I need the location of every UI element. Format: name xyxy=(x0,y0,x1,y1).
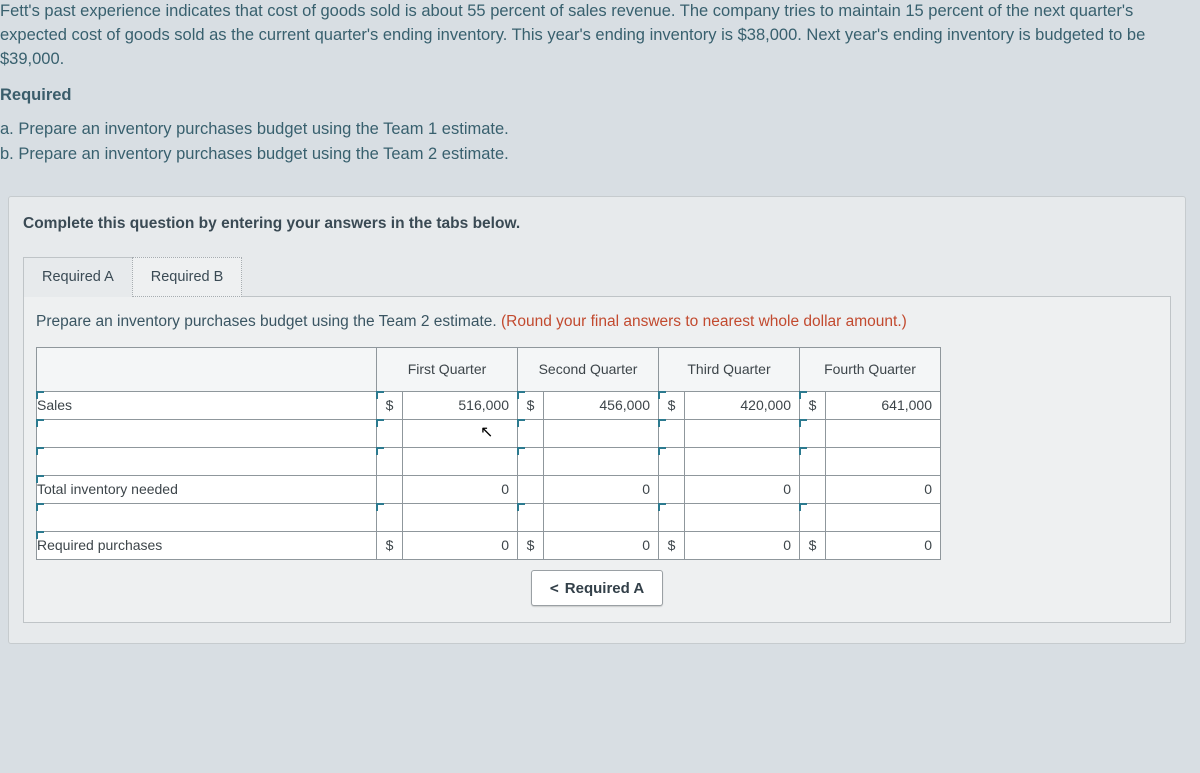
tab-instruction-main: Prepare an inventory purchases budget us… xyxy=(36,313,501,330)
tab-strip: Required A Required B xyxy=(23,257,1171,297)
header-q3: Third Quarter xyxy=(659,347,800,391)
row-required-purchases: Required purchases $ 0 $ 0 $ 0 $ 0 xyxy=(37,531,941,559)
b3-q3-val[interactable] xyxy=(685,503,800,531)
b1-q2-val[interactable] xyxy=(544,419,659,447)
sales-q3-cur[interactable]: $ xyxy=(659,391,685,419)
b3-q3-cur[interactable] xyxy=(659,503,685,531)
panel-instruction: Complete this question by entering your … xyxy=(23,215,1171,233)
header-q2: Second Quarter xyxy=(518,347,659,391)
problem-intro: Fett's past experience indicates that co… xyxy=(0,0,1194,72)
tn-q1-val: 0 xyxy=(403,475,518,503)
label-blank-2[interactable] xyxy=(37,447,377,475)
rp-q4-val: 0 xyxy=(826,531,941,559)
sales-q1-val[interactable]: 516,000 xyxy=(403,391,518,419)
b1-q1-val[interactable] xyxy=(403,419,518,447)
label-sales[interactable]: Sales xyxy=(37,391,377,419)
rp-q2-cur: $ xyxy=(518,531,544,559)
label-sales-text: Sales xyxy=(37,397,72,413)
b2-q3-cur[interactable] xyxy=(659,447,685,475)
b1-q4-cur[interactable] xyxy=(800,419,826,447)
row-sales: Sales $ 516,000 $ 456,000 $ 420,000 $ 64… xyxy=(37,391,941,419)
tn-q1-cur xyxy=(377,475,403,503)
rp-q2-val: 0 xyxy=(544,531,659,559)
label-required-purchases[interactable]: Required purchases xyxy=(37,531,377,559)
b2-q4-val[interactable] xyxy=(826,447,941,475)
tn-q3-val: 0 xyxy=(685,475,800,503)
row-blank-3 xyxy=(37,503,941,531)
prev-button-label: Required A xyxy=(565,580,644,597)
tn-q4-cur xyxy=(800,475,826,503)
b2-q2-val[interactable] xyxy=(544,447,659,475)
rp-q1-val: 0 xyxy=(403,531,518,559)
label-blank-3[interactable] xyxy=(37,503,377,531)
b2-q1-cur[interactable] xyxy=(377,447,403,475)
b1-q2-cur[interactable] xyxy=(518,419,544,447)
tab-required-a[interactable]: Required A xyxy=(23,257,133,297)
label-total-needed[interactable]: Total inventory needed xyxy=(37,475,377,503)
header-q4: Fourth Quarter xyxy=(800,347,941,391)
sales-q4-val[interactable]: 641,000 xyxy=(826,391,941,419)
nav-row: < Required A xyxy=(36,570,1158,606)
required-item-a: a. Prepare an inventory purchases budget… xyxy=(0,117,1194,142)
required-list: a. Prepare an inventory purchases budget… xyxy=(0,117,1194,167)
rp-q4-cur: $ xyxy=(800,531,826,559)
prev-required-a-button[interactable]: < Required A xyxy=(531,570,663,606)
label-total-needed-text: Total inventory needed xyxy=(37,481,178,497)
sales-q3-val[interactable]: 420,000 xyxy=(685,391,800,419)
tab-required-b[interactable]: Required B xyxy=(132,257,243,297)
b3-q4-cur[interactable] xyxy=(800,503,826,531)
header-blank xyxy=(37,347,377,391)
b3-q1-val[interactable] xyxy=(403,503,518,531)
row-blank-2 xyxy=(37,447,941,475)
row-total-needed: Total inventory needed 0 0 0 0 xyxy=(37,475,941,503)
b1-q1-cur[interactable] xyxy=(377,419,403,447)
rp-q1-cur: $ xyxy=(377,531,403,559)
label-required-purchases-text: Required purchases xyxy=(37,537,162,553)
sales-q2-val[interactable]: 456,000 xyxy=(544,391,659,419)
b3-q4-val[interactable] xyxy=(826,503,941,531)
tn-q3-cur xyxy=(659,475,685,503)
b2-q3-val[interactable] xyxy=(685,447,800,475)
b1-q3-val[interactable] xyxy=(685,419,800,447)
rp-q3-cur: $ xyxy=(659,531,685,559)
b1-q4-val[interactable] xyxy=(826,419,941,447)
budget-table: First Quarter Second Quarter Third Quart… xyxy=(36,347,941,560)
tab-instruction: Prepare an inventory purchases budget us… xyxy=(36,311,1158,333)
tab-body: Prepare an inventory purchases budget us… xyxy=(23,296,1171,623)
header-q1: First Quarter xyxy=(377,347,518,391)
required-heading: Required xyxy=(0,86,1194,105)
b2-q4-cur[interactable] xyxy=(800,447,826,475)
label-blank-1[interactable] xyxy=(37,419,377,447)
b2-q2-cur[interactable] xyxy=(518,447,544,475)
b3-q2-val[interactable] xyxy=(544,503,659,531)
sales-q1-cur[interactable]: $ xyxy=(377,391,403,419)
row-blank-1 xyxy=(37,419,941,447)
b2-q1-val[interactable] xyxy=(403,447,518,475)
required-item-b: b. Prepare an inventory purchases budget… xyxy=(0,142,1194,167)
tab-instruction-hint: (Round your final answers to nearest who… xyxy=(501,313,907,330)
b1-q3-cur[interactable] xyxy=(659,419,685,447)
b3-q1-cur[interactable] xyxy=(377,503,403,531)
tn-q2-val: 0 xyxy=(544,475,659,503)
chevron-left-icon: < xyxy=(550,579,559,597)
table-header-row: First Quarter Second Quarter Third Quart… xyxy=(37,347,941,391)
sales-q4-cur[interactable]: $ xyxy=(800,391,826,419)
sales-q2-cur[interactable]: $ xyxy=(518,391,544,419)
answer-panel: Complete this question by entering your … xyxy=(8,196,1186,644)
rp-q3-val: 0 xyxy=(685,531,800,559)
tn-q2-cur xyxy=(518,475,544,503)
b3-q2-cur[interactable] xyxy=(518,503,544,531)
tn-q4-val: 0 xyxy=(826,475,941,503)
